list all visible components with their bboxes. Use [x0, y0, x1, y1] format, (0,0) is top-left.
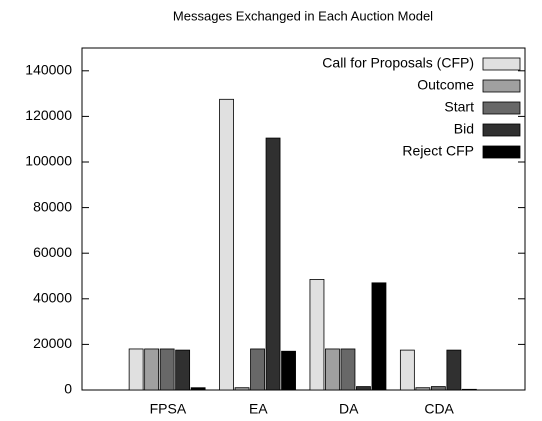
bar	[340, 348, 356, 391]
bar	[265, 137, 281, 391]
legend-label: Bid	[454, 121, 474, 137]
legend-label: Start	[444, 99, 474, 115]
x-tick-label: DA	[339, 401, 359, 417]
legend-label: Reject CFP	[402, 143, 474, 159]
legend-swatch	[482, 79, 521, 93]
bar	[415, 387, 431, 391]
chart-title: Messages Exchanged in Each Auction Model	[173, 8, 433, 23]
bar	[250, 348, 265, 391]
y-tick-label: 80000	[33, 198, 72, 214]
bar	[309, 279, 325, 391]
legend-swatch	[482, 101, 521, 115]
bar	[325, 348, 340, 391]
bar	[461, 388, 477, 391]
bar	[399, 349, 415, 391]
bar	[430, 386, 446, 391]
bar	[281, 350, 296, 391]
y-tick-label: 40000	[33, 290, 72, 306]
legend-label: Outcome	[417, 77, 474, 93]
bar	[159, 348, 175, 391]
y-tick-label: 140000	[25, 62, 72, 78]
bar	[219, 98, 234, 391]
plot-frame	[81, 47, 526, 391]
bar	[446, 349, 462, 391]
y-tick-label: 60000	[33, 244, 72, 260]
bar	[175, 349, 191, 391]
legend-label: Call for Proposals (CFP)	[322, 55, 474, 71]
bar	[371, 282, 387, 391]
y-tick-label: 120000	[25, 107, 72, 123]
x-tick-label: EA	[249, 401, 268, 417]
x-tick-label: FPSA	[150, 401, 187, 417]
x-tick-label: CDA	[424, 401, 454, 417]
legend-swatch	[482, 57, 521, 71]
y-tick-label: 0	[64, 381, 72, 397]
legend-swatch	[482, 145, 521, 159]
bar	[128, 348, 144, 391]
y-tick-label: 20000	[33, 335, 72, 351]
y-tick-label: 100000	[25, 153, 72, 169]
bar	[234, 387, 250, 391]
bar	[356, 386, 371, 391]
legend-swatch	[482, 123, 521, 137]
bar	[144, 348, 160, 391]
bar	[190, 387, 206, 391]
